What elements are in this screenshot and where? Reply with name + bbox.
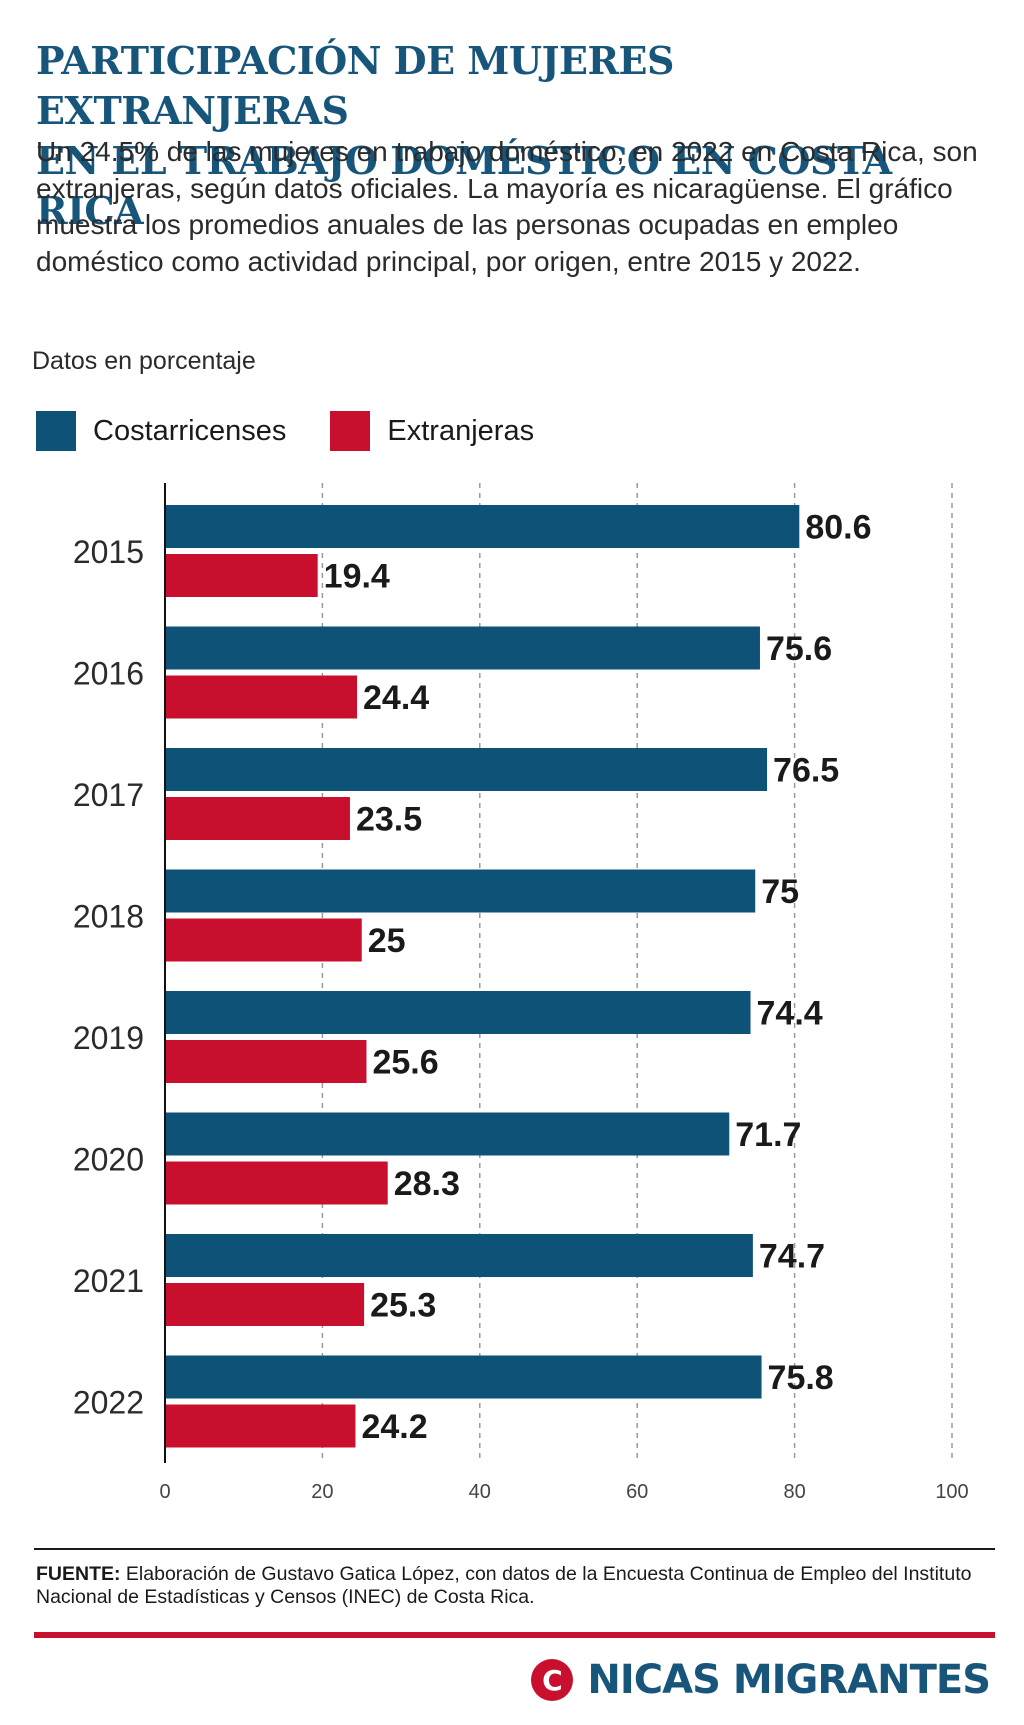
category-label-2019: 2019 xyxy=(73,1020,144,1056)
bar-costarricenses-2019 xyxy=(165,991,751,1034)
value-label-extranjeras-2018: 25 xyxy=(368,922,406,960)
value-label-costarricenses-2019: 74.4 xyxy=(757,995,823,1033)
value-label-extranjeras-2017: 23.5 xyxy=(356,801,422,839)
legend-item-costarricenses: Costarricenses xyxy=(36,411,286,451)
value-label-costarricenses-2018: 75 xyxy=(761,873,799,911)
legend: Costarricenses Extranjeras xyxy=(36,410,578,452)
brand: C NICAS MIGRANTES xyxy=(531,1656,991,1704)
category-label-2021: 2021 xyxy=(73,1263,144,1299)
bar-extranjeras-2019 xyxy=(165,1040,367,1083)
value-label-costarricenses-2020: 71.7 xyxy=(735,1116,801,1154)
legend-item-extranjeras: Extranjeras xyxy=(330,411,534,451)
chart-title: PARTICIPACIÓN DE MUJERES EXTRANJERAS EN … xyxy=(36,36,996,236)
value-label-extranjeras-2016: 24.4 xyxy=(363,679,429,717)
x-tick-label-80: 80 xyxy=(783,1481,805,1503)
category-label-2020: 2020 xyxy=(73,1142,144,1178)
value-label-costarricenses-2021: 74.7 xyxy=(759,1238,825,1276)
bar-costarricenses-2021 xyxy=(165,1234,753,1277)
bar-extranjeras-2017 xyxy=(165,797,350,840)
brand-name: NICAS MIGRANTES xyxy=(587,1657,991,1703)
value-label-extranjeras-2021: 25.3 xyxy=(370,1287,436,1325)
x-tick-label-20: 20 xyxy=(311,1481,333,1503)
bar-costarricenses-2018 xyxy=(165,869,756,913)
bar-costarricenses-2015 xyxy=(165,505,800,548)
x-tick-label-0: 0 xyxy=(159,1481,170,1503)
category-label-2017: 2017 xyxy=(73,777,144,813)
value-label-costarricenses-2016: 75.6 xyxy=(766,630,832,668)
value-label-costarricenses-2017: 76.5 xyxy=(773,752,839,790)
value-label-extranjeras-2019: 25.6 xyxy=(372,1044,438,1082)
bar-costarricenses-2016 xyxy=(165,626,760,670)
value-label-extranjeras-2022: 24.2 xyxy=(361,1408,427,1446)
value-label-extranjeras-2015: 19.4 xyxy=(324,558,390,596)
source-note: FUENTE: Elaboración de Gustavo Gatica Ló… xyxy=(36,1563,996,1609)
value-label-costarricenses-2022: 75.8 xyxy=(768,1359,834,1397)
bar-costarricenses-2022 xyxy=(165,1355,762,1399)
x-tick-label-40: 40 xyxy=(469,1481,491,1503)
category-label-2018: 2018 xyxy=(73,899,144,935)
bar-extranjeras-2020 xyxy=(165,1161,388,1205)
x-tick-label-100: 100 xyxy=(935,1481,968,1503)
legend-label-costarricenses: Costarricenses xyxy=(93,414,287,447)
brand-divider xyxy=(34,1632,995,1638)
x-tick-label-60: 60 xyxy=(626,1481,648,1503)
bar-extranjeras-2021 xyxy=(165,1283,365,1326)
footer-divider xyxy=(34,1548,995,1550)
bar-extranjeras-2022 xyxy=(165,1404,356,1448)
legend-label-extranjeras: Extranjeras xyxy=(387,414,535,447)
bar-extranjeras-2018 xyxy=(165,918,362,962)
value-label-costarricenses-2015: 80.6 xyxy=(805,509,871,547)
bar-costarricenses-2017 xyxy=(165,748,768,791)
category-label-2022: 2022 xyxy=(73,1385,144,1421)
brand-logo-icon: C xyxy=(531,1659,574,1701)
source-text: Elaboración de Gustavo Gatica López, con… xyxy=(36,1563,972,1608)
bar-extranjeras-2015 xyxy=(165,554,318,597)
bar-extranjeras-2016 xyxy=(165,675,358,719)
bar-chart: 0 20 40 60 80 100 80.6 19.4 2015 75.6 24.4 2016 76.5… xyxy=(73,483,969,1503)
category-label-2016: 2016 xyxy=(73,656,144,692)
legend-swatch-costarricenses xyxy=(36,411,76,451)
source-label: FUENTE: xyxy=(36,1563,121,1585)
category-label-2015: 2015 xyxy=(73,534,144,570)
legend-swatch-extranjeras xyxy=(330,411,371,451)
bar-costarricenses-2020 xyxy=(165,1112,730,1156)
value-label-extranjeras-2020: 28.3 xyxy=(394,1165,460,1203)
title-line-2: EN EL TRABAJO DOMÉSTICO EN COSTA RICA xyxy=(36,138,892,233)
chart-subtitle: Un 24.5% de las mujeres en trabajo domés… xyxy=(36,136,978,277)
units-label: Datos en porcentaje xyxy=(32,347,256,375)
title-line-1: PARTICIPACIÓN DE MUJERES EXTRANJERAS xyxy=(36,38,674,133)
